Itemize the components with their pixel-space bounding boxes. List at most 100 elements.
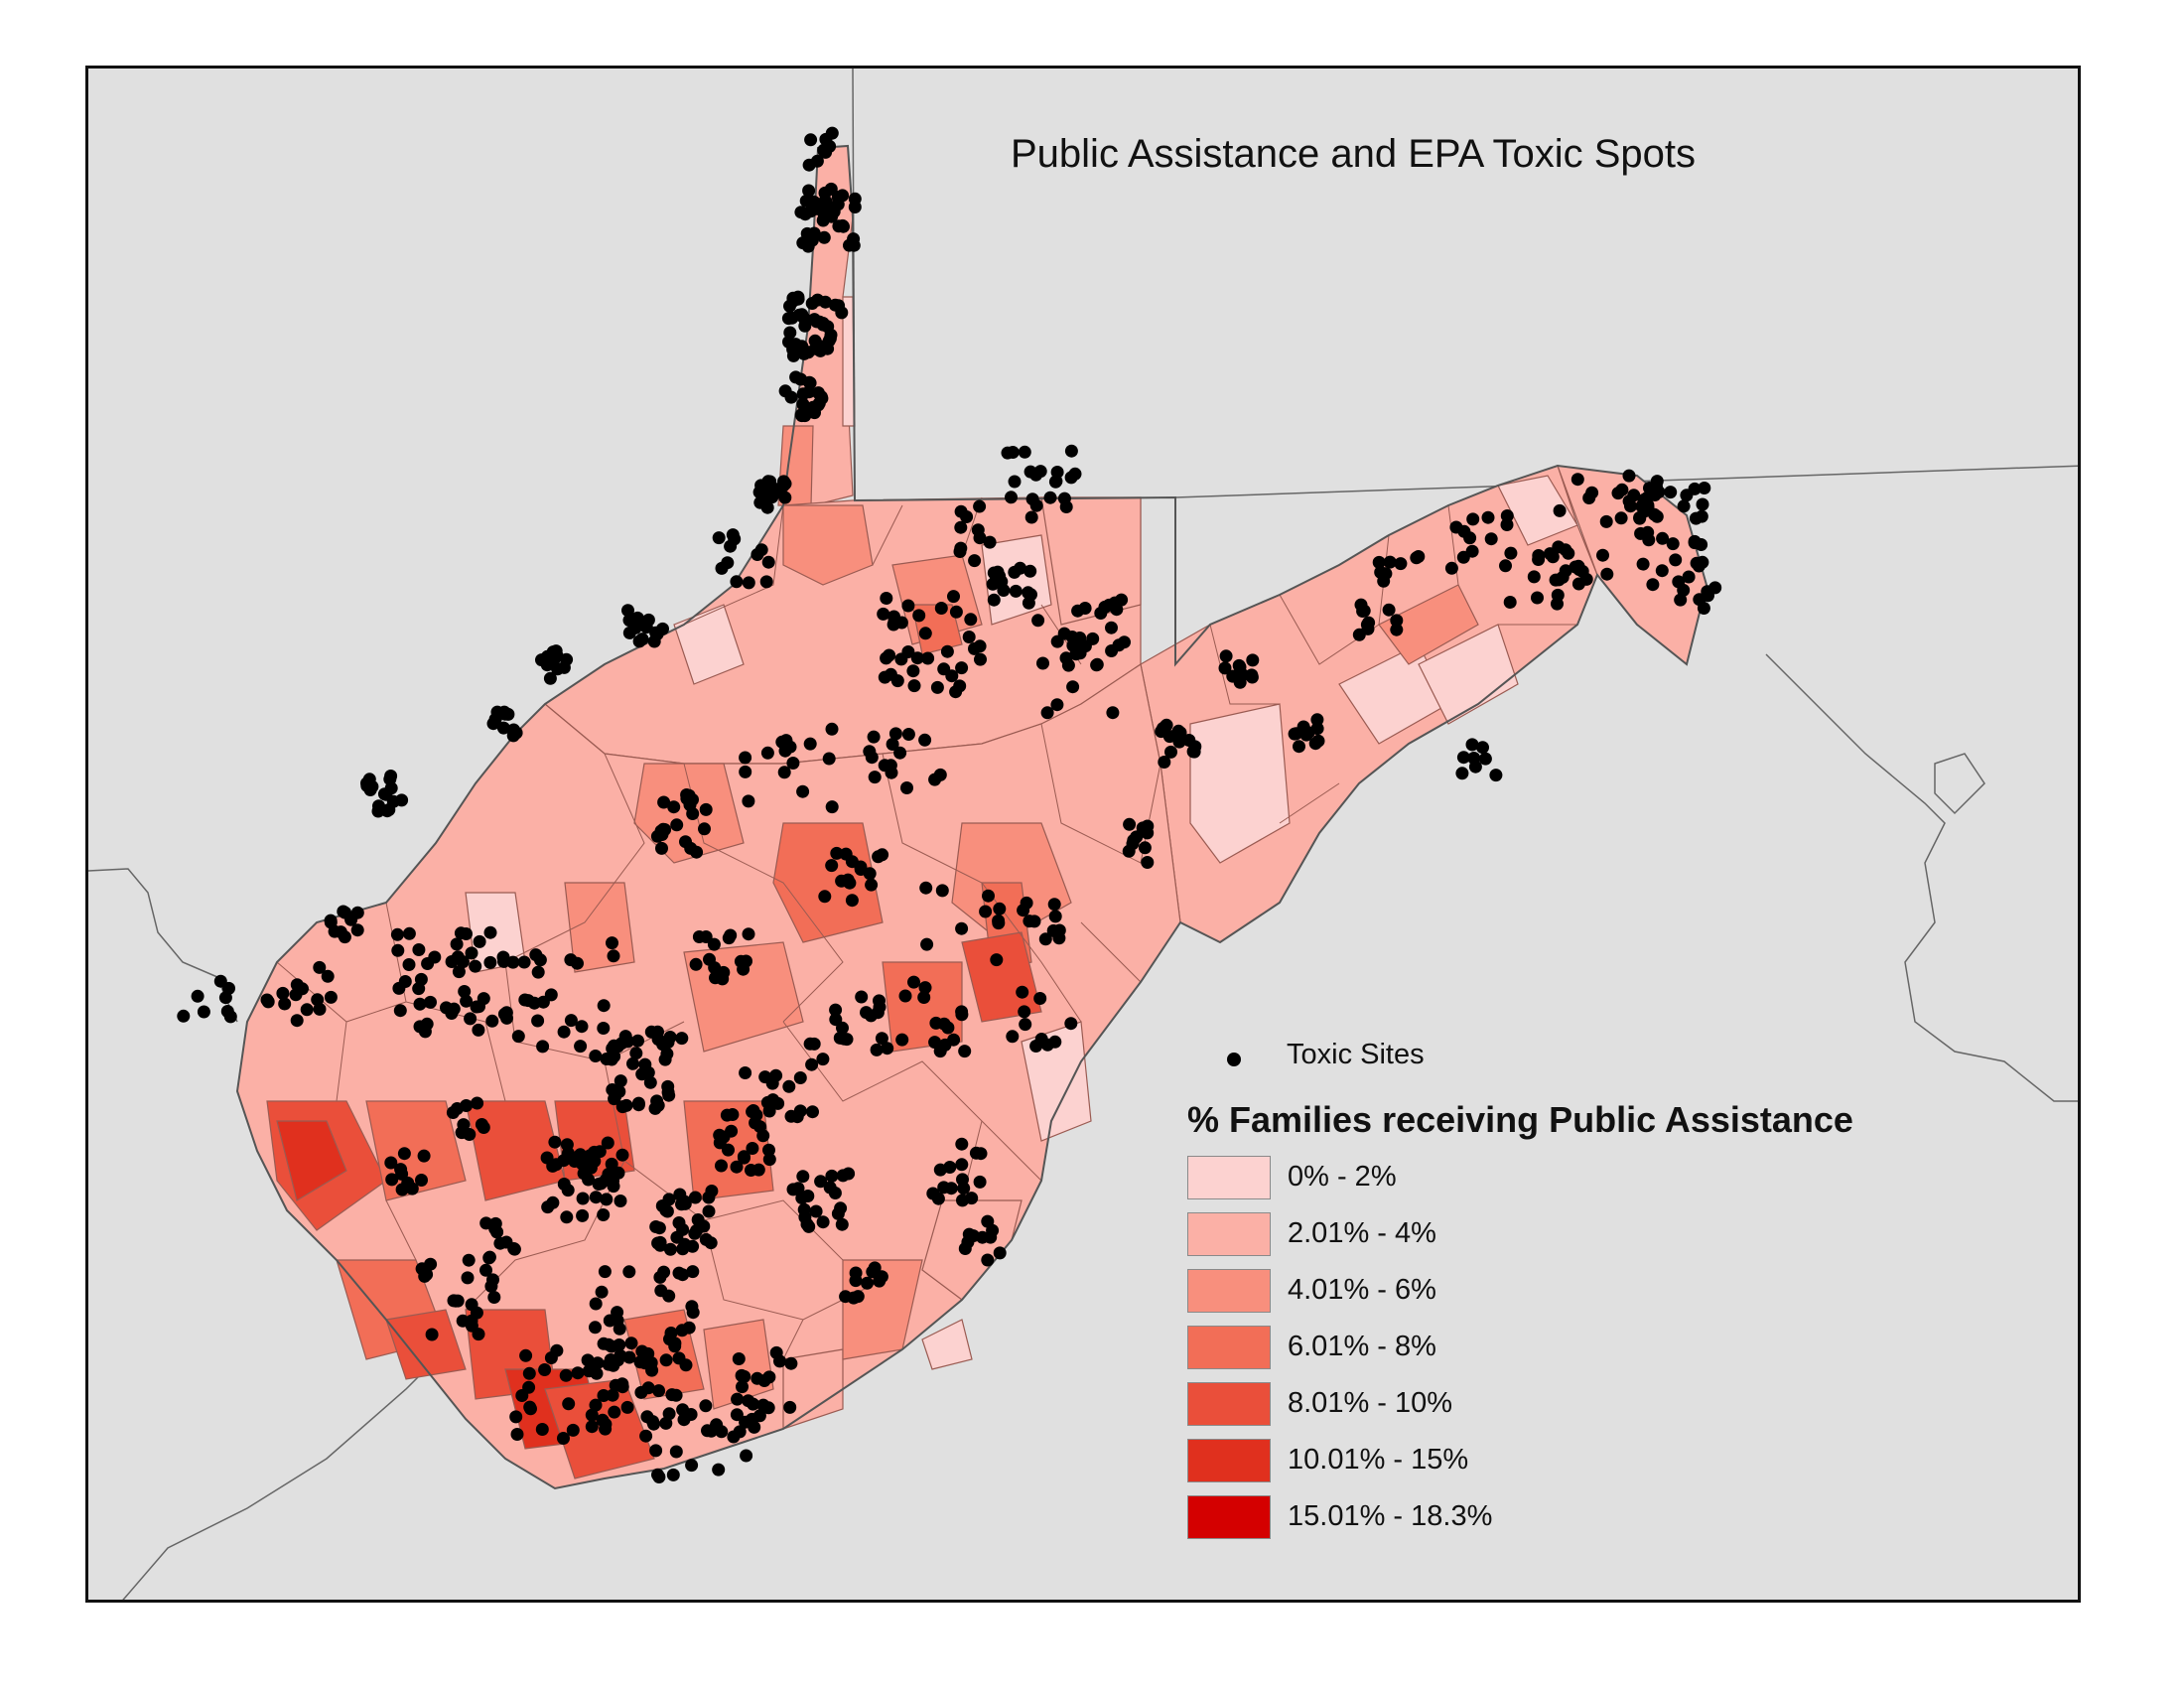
- toxic-site-point: [901, 645, 915, 658]
- toxic-site-point: [958, 1242, 972, 1255]
- toxic-site-point: [986, 577, 1000, 591]
- toxic-site-point: [767, 482, 781, 495]
- toxic-site-point: [1553, 503, 1567, 517]
- toxic-site-point: [875, 1032, 888, 1046]
- toxic-site-point: [1022, 586, 1035, 600]
- toxic-site-point: [641, 613, 655, 627]
- toxic-site-point: [220, 1005, 234, 1018]
- toxic-site-point: [465, 946, 478, 960]
- toxic-site-point: [597, 1336, 611, 1350]
- toxic-site-point: [531, 1014, 545, 1028]
- toxic-site-point: [383, 773, 397, 786]
- toxic-site-point: [983, 535, 997, 549]
- toxic-site-point: [1624, 499, 1637, 513]
- toxic-site-point: [1478, 752, 1492, 766]
- toxic-site-point: [1006, 1030, 1020, 1044]
- toxic-site-point: [564, 1014, 578, 1028]
- toxic-site-point: [626, 1056, 639, 1070]
- toxic-site-point: [313, 960, 327, 974]
- toxic-site-point: [938, 1038, 952, 1052]
- toxic-site-point: [955, 1137, 969, 1151]
- toxic-site-point: [1677, 583, 1691, 597]
- toxic-site-point: [1050, 698, 1064, 712]
- toxic-site-point: [1484, 532, 1498, 546]
- tract: [564, 882, 635, 973]
- toxic-site-point: [662, 1407, 676, 1421]
- toxic-site-point: [606, 936, 618, 950]
- toxic-site-point: [506, 955, 520, 969]
- wv-outline: [235, 144, 1708, 1490]
- toxic-site-point: [647, 634, 661, 648]
- toxic-site-point: [993, 1246, 1007, 1260]
- toxic-site-point: [731, 1392, 745, 1406]
- toxic-site-point: [912, 609, 926, 623]
- toxic-site-point: [749, 1116, 762, 1130]
- toxic-sites-layer: [177, 126, 1722, 1483]
- toxic-site-point: [390, 927, 404, 941]
- toxic-site-point: [752, 1409, 766, 1423]
- toxic-site-point: [906, 664, 920, 678]
- toxic-site-point: [1361, 622, 1375, 635]
- toxic-site-point: [1311, 734, 1325, 748]
- toxic-site-point: [761, 1401, 775, 1415]
- toxic-site-point: [1293, 740, 1305, 754]
- toxic-site-point: [338, 930, 351, 944]
- toxic-site-point: [888, 727, 902, 741]
- toxic-site-point: [1449, 520, 1463, 534]
- toxic-site-point: [412, 943, 426, 956]
- toxic-site-point: [663, 1242, 677, 1256]
- toxic-site-point: [907, 975, 920, 989]
- toxic-site-point: [1456, 751, 1470, 765]
- toxic-site-point: [1005, 491, 1018, 504]
- toxic-site-point: [686, 807, 700, 820]
- toxic-site-point: [461, 1271, 475, 1285]
- toxic-site-point: [940, 644, 954, 658]
- toxic-site-point: [634, 1385, 648, 1399]
- toxic-site-point: [845, 894, 859, 908]
- toxic-site-point: [524, 1402, 537, 1416]
- toxic-site-point: [691, 1213, 705, 1226]
- toxic-site-point: [962, 631, 976, 643]
- toxic-site-point: [550, 1343, 564, 1357]
- toxic-site-point: [1038, 932, 1052, 946]
- toxic-site-point: [803, 376, 817, 390]
- tract: [961, 931, 1042, 1023]
- ky-va-boundary: [88, 868, 238, 1023]
- toxic-site-point: [684, 1408, 698, 1421]
- toxic-site-point: [1551, 588, 1565, 602]
- toxic-site-point: [649, 1444, 663, 1458]
- toxic-site-point: [482, 1251, 496, 1265]
- toxic-site-point: [783, 326, 797, 340]
- legend-class-label: 0% - 2%: [1288, 1161, 1397, 1193]
- toxic-site-point: [659, 1353, 673, 1367]
- toxic-site-point: [737, 1150, 751, 1164]
- toxic-site-point: [935, 884, 949, 898]
- toxic-site-point: [898, 989, 912, 1003]
- toxic-site-point: [1027, 914, 1041, 928]
- toxic-site-point: [1652, 486, 1666, 498]
- toxic-site-point: [968, 554, 982, 568]
- toxic-site-point: [1019, 1018, 1032, 1032]
- toxic-site-point: [684, 841, 698, 855]
- toxic-site-point: [762, 1153, 776, 1167]
- toxic-site-point: [595, 1285, 609, 1299]
- toxic-site-point: [982, 889, 995, 903]
- toxic-site-point: [1637, 492, 1651, 506]
- toxic-site-point: [964, 613, 978, 627]
- toxic-site-point: [1219, 649, 1233, 663]
- toxic-site-point: [1465, 738, 1479, 752]
- toxic-site-point: [538, 1363, 552, 1376]
- toxic-site-point: [585, 1420, 599, 1434]
- toxic-site-point: [736, 1380, 749, 1394]
- toxic-site-point: [715, 1159, 728, 1173]
- toxic-site-point: [824, 182, 838, 196]
- toxic-site-point: [1141, 819, 1155, 833]
- toxic-site-point: [1372, 555, 1386, 569]
- toxic-site-point: [802, 184, 816, 198]
- toxic-site-point: [1531, 591, 1544, 605]
- toxic-site-point: [564, 953, 578, 967]
- toxic-site-point: [890, 674, 904, 688]
- toxic-site-point: [1456, 550, 1470, 564]
- toxic-site-point: [1677, 499, 1691, 513]
- toxic-site-point: [745, 1164, 757, 1177]
